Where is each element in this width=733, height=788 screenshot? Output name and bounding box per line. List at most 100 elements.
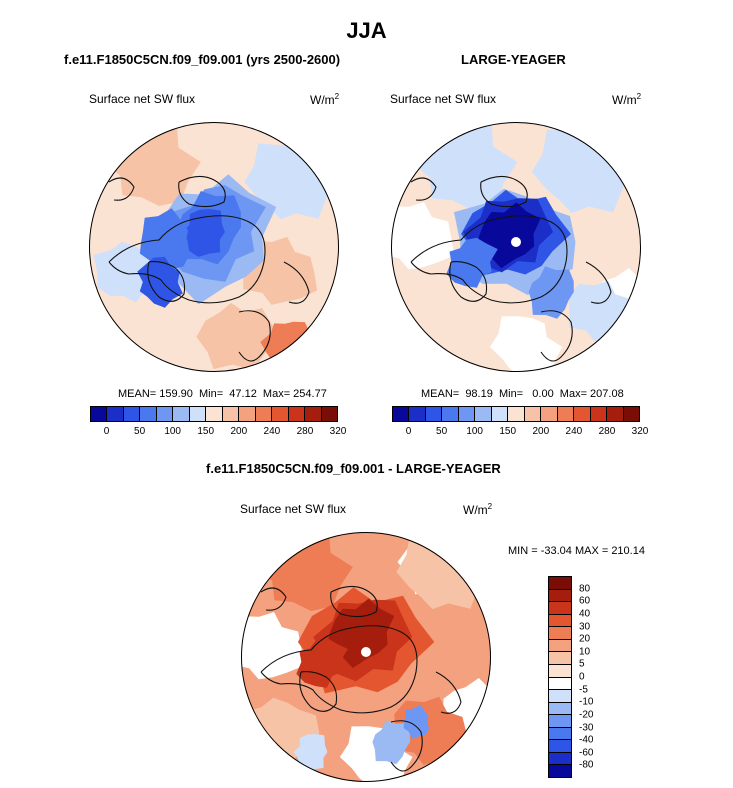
coastline xyxy=(540,310,573,362)
colorbar-tick-label: 280 xyxy=(296,426,314,437)
panel2-case-title: LARGE-YEAGER xyxy=(461,52,566,67)
colorbar-swatch xyxy=(239,407,256,421)
panel1-case-title: f.e11.F1850C5CN.f09_f09.001 (yrs 2500-26… xyxy=(64,52,341,67)
colorbar-tick-label: 5 xyxy=(579,658,585,670)
colorbar-swatch xyxy=(425,407,443,421)
colorbar-tick-label: 0 xyxy=(103,426,110,437)
colorbar-swatch xyxy=(549,664,571,678)
coastline xyxy=(238,310,271,362)
colorbar-tick-label: -20 xyxy=(579,709,594,721)
coastline xyxy=(299,671,338,712)
colorbar-tick-label: 320 xyxy=(329,426,347,437)
panel1-units: W/m2 xyxy=(310,92,340,107)
colorbar-swatch xyxy=(549,639,571,653)
colorbar-tick-label: -30 xyxy=(579,722,594,733)
coastline xyxy=(449,261,488,302)
colorbar-tick-label: 200 xyxy=(532,426,550,437)
colorbar-tick-label: -10 xyxy=(579,696,594,708)
colorbar-swatch xyxy=(623,407,640,421)
colorbar-swatch xyxy=(393,407,410,421)
coastline xyxy=(178,175,226,208)
colorbar-swatch xyxy=(549,677,571,691)
colorbar-tick-label: 50 xyxy=(436,426,448,437)
colorbar-swatch xyxy=(508,407,525,421)
colorbar-tick-label: 0 xyxy=(405,426,412,437)
colorbar-swatch xyxy=(491,407,509,421)
panel3-variable: Surface net SW flux xyxy=(240,502,347,516)
colorbar-swatch xyxy=(305,407,322,421)
colorbar-swatch xyxy=(524,407,542,421)
colorbar-swatch xyxy=(549,715,571,728)
colorbar-swatch xyxy=(574,407,591,421)
colorbar-tick-label: 0 xyxy=(579,671,585,683)
colorbar-tick-label: 20 xyxy=(579,633,591,645)
colorbar-tick-label: -5 xyxy=(579,684,588,696)
panel1-colorbar xyxy=(90,406,338,422)
colorbar-swatch xyxy=(206,407,223,421)
colorbar-tick-label: 150 xyxy=(197,426,215,437)
coastline xyxy=(260,587,287,611)
colorbar-swatch xyxy=(140,407,157,421)
colorbar-tick-label: 60 xyxy=(579,595,591,607)
colorbar-swatch xyxy=(156,407,174,421)
colorbar-tick-label: 40 xyxy=(579,608,591,620)
colorbar-swatch xyxy=(549,589,571,603)
colorbar-tick-label: 240 xyxy=(263,426,281,437)
colorbar-tick-label: -80 xyxy=(579,759,594,771)
colorbar-tick-label: 240 xyxy=(565,426,583,437)
coastline xyxy=(585,261,612,304)
panel3-units: W/m2 xyxy=(463,502,493,517)
panel2-units: W/m2 xyxy=(612,92,642,107)
coastline xyxy=(435,671,462,714)
colorbar-tick-label: 30 xyxy=(579,621,591,632)
colorbar-swatch xyxy=(475,407,492,421)
colorbar-swatch xyxy=(91,407,108,421)
colorbar-swatch xyxy=(189,407,207,421)
pole-mask xyxy=(511,237,521,247)
colorbar-tick-label: 280 xyxy=(598,426,616,437)
colorbar-swatch xyxy=(549,690,571,703)
panel2-colorbar xyxy=(392,406,640,422)
coastline xyxy=(480,175,528,208)
colorbar-swatch xyxy=(557,407,575,421)
panel2-variable: Surface net SW flux xyxy=(390,92,497,106)
colorbar-tick-label: -60 xyxy=(579,747,594,759)
coastline xyxy=(410,215,568,304)
panel1-polar-map xyxy=(89,122,339,372)
colorbar-swatch xyxy=(173,407,190,421)
colorbar-swatch xyxy=(541,407,558,421)
pole-mask xyxy=(361,647,371,657)
panel1-stats: MEAN= 159.90 Min= 47.12 Max= 254.77 xyxy=(118,388,327,400)
panel1-variable: Surface net SW flux xyxy=(89,92,196,106)
colorbar-swatch xyxy=(442,407,459,421)
colorbar-swatch xyxy=(549,602,571,615)
colorbar-swatch xyxy=(549,577,571,590)
colorbar-tick-label: 80 xyxy=(579,583,591,595)
map-border xyxy=(241,532,491,782)
panel3-colorbar xyxy=(548,576,572,778)
coastline xyxy=(330,585,378,618)
colorbar-swatch xyxy=(272,407,289,421)
colorbar-swatch xyxy=(123,407,141,421)
colorbar-swatch xyxy=(549,652,571,665)
colorbar-tick-label: 100 xyxy=(466,426,483,437)
colorbar-tick-label: -40 xyxy=(579,734,594,746)
coastline xyxy=(260,625,418,714)
panel3-case-title: f.e11.F1850C5CN.f09_f09.001 - LARGE-YEAG… xyxy=(206,461,501,476)
colorbar-swatch xyxy=(607,407,624,421)
colorbar-swatch xyxy=(549,702,571,716)
colorbar-swatch xyxy=(549,740,571,753)
coastline xyxy=(108,177,135,201)
colorbar-swatch xyxy=(222,407,240,421)
colorbar-tick-label: 320 xyxy=(631,426,649,437)
panel2-stats: MEAN= 98.19 Min= 0.00 Max= 207.08 xyxy=(421,388,624,400)
colorbar-swatch xyxy=(549,727,571,741)
coastline xyxy=(108,215,266,304)
colorbar-swatch xyxy=(458,407,476,421)
colorbar-swatch xyxy=(549,627,571,640)
colorbar-swatch xyxy=(321,407,338,421)
colorbar-swatch xyxy=(409,407,426,421)
panel2-polar-map xyxy=(391,122,641,372)
colorbar-tick-label: 10 xyxy=(579,646,591,658)
colorbar-swatch xyxy=(549,614,571,628)
